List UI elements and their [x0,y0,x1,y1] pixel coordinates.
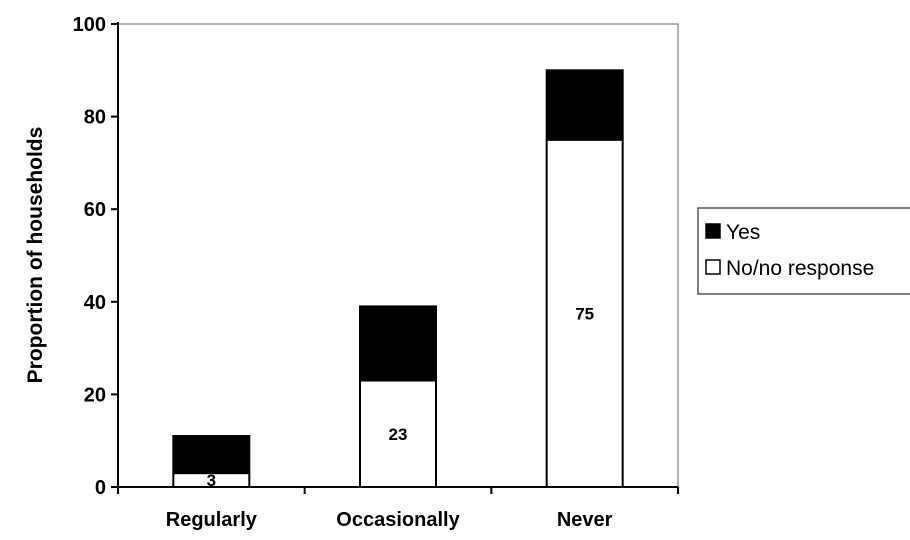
bar-yes-occasionally [359,305,437,382]
y-tick-label-40: 40 [84,292,106,314]
y-tick-label-0: 0 [95,477,106,499]
bar-yes-regularly [172,435,251,475]
x-tick-label-regularly: Regularly [166,509,258,531]
y-tick-label-100: 100 [73,14,106,36]
plot-area: 3 Regularly 23 Occasionally 75 Never 0 20 40 60 80… [73,14,679,531]
legend-swatch-no-no-response [705,259,721,275]
bar-no-response-never [545,138,624,488]
legend-label-yes: Yes [726,221,760,244]
data-label-regularly: 3 [207,471,216,490]
data-label-never: 75 [575,304,594,323]
legend-swatch-yes [705,223,721,239]
legend-label-no-no-response: No/no response [726,257,874,280]
x-tick-label-occasionally: Occasionally [336,509,460,531]
y-tick-label-80: 80 [84,107,106,129]
bar-no-response-occasionally [359,379,437,489]
bar-yes-never [545,69,624,141]
x-tick-label-never: Never [557,509,613,531]
data-label-occasionally: 23 [389,425,408,444]
legend: Yes No/no response [697,207,910,295]
y-tick-label-20: 20 [84,384,106,406]
y-axis-title: Proportion of households [24,127,47,384]
y-tick-label-60: 60 [84,199,106,221]
legend-border [697,207,910,295]
